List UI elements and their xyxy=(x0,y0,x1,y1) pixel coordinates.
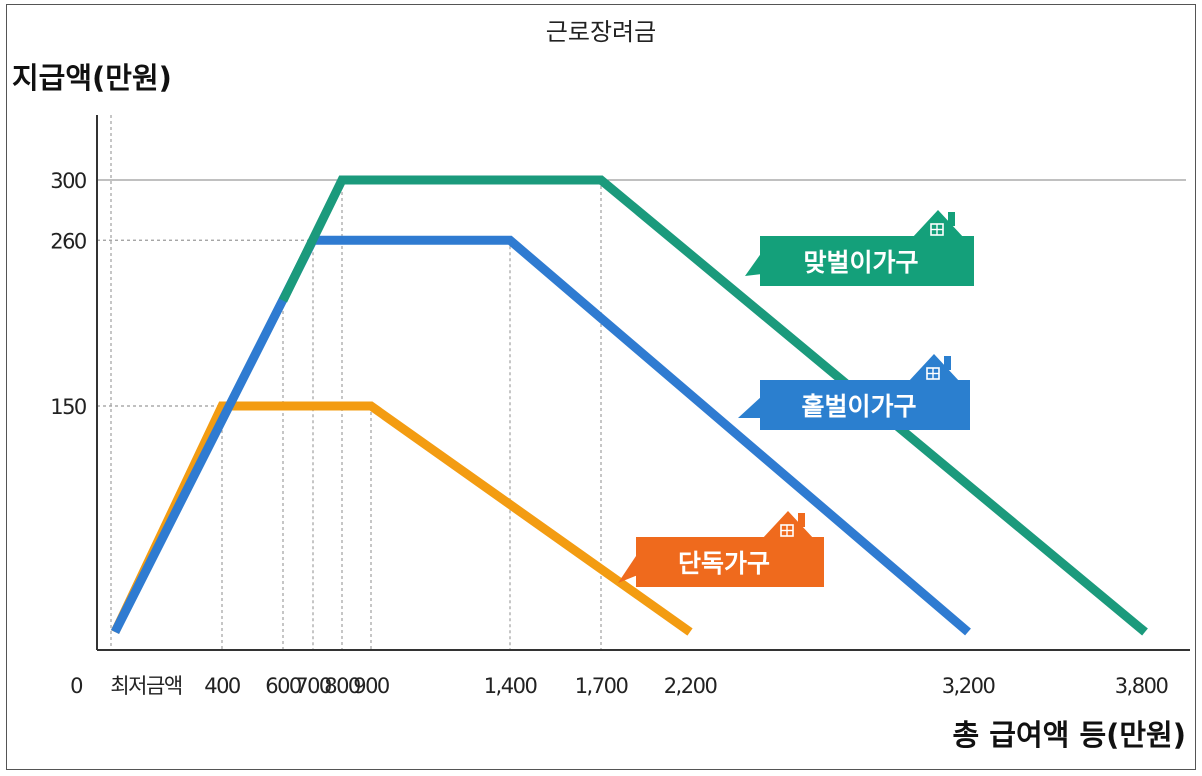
x-tick-label: 3,200 xyxy=(942,674,995,698)
series-line xyxy=(110,235,971,636)
series-callout: 단독가구 xyxy=(618,511,824,587)
x-tick-label: 800 xyxy=(324,674,360,698)
x-axis-title: 총 급여액 등(만원) xyxy=(953,718,1186,752)
y-tick-label: 150 xyxy=(50,395,86,419)
y-axis-title: 지급액(만원) xyxy=(12,61,172,95)
callout-tail xyxy=(618,553,638,583)
callout-box xyxy=(760,380,970,430)
x-tick-label: 400 xyxy=(204,674,240,698)
x-tick-label: 3,800 xyxy=(1115,674,1168,698)
x-tick-label: 1,700 xyxy=(575,674,628,698)
callout-tail xyxy=(738,396,762,418)
callout-label: 단독가구 xyxy=(678,549,770,578)
series-callout: 홑벌이가구 xyxy=(738,354,970,430)
callout-label: 맞벌이가구 xyxy=(803,248,918,277)
y-tick-label: 300 xyxy=(50,169,86,193)
x-tick-label: 900 xyxy=(353,674,389,698)
series-callout: 맞벌이가구 xyxy=(745,210,974,286)
callout-box xyxy=(636,537,824,587)
house-icon xyxy=(908,354,960,384)
x-tick-label: 2,200 xyxy=(664,674,717,698)
series-line xyxy=(110,401,693,636)
house-icon xyxy=(912,210,964,240)
x-tick-label: 1,400 xyxy=(484,674,537,698)
callout-label: 홑벌이가구 xyxy=(801,392,916,421)
chart-title: 근로장려금 xyxy=(546,18,656,46)
x-tick-label: 700 xyxy=(295,674,331,698)
house-icon xyxy=(762,511,814,541)
callout-box xyxy=(760,236,974,286)
min-wage-label: 최저금액 xyxy=(110,674,181,698)
y-tick-label: 260 xyxy=(50,229,86,253)
x-tick-label: 600 xyxy=(265,674,301,698)
callout-tail xyxy=(745,252,762,276)
origin-label: 0 xyxy=(70,674,82,698)
series-layer xyxy=(110,175,1148,636)
